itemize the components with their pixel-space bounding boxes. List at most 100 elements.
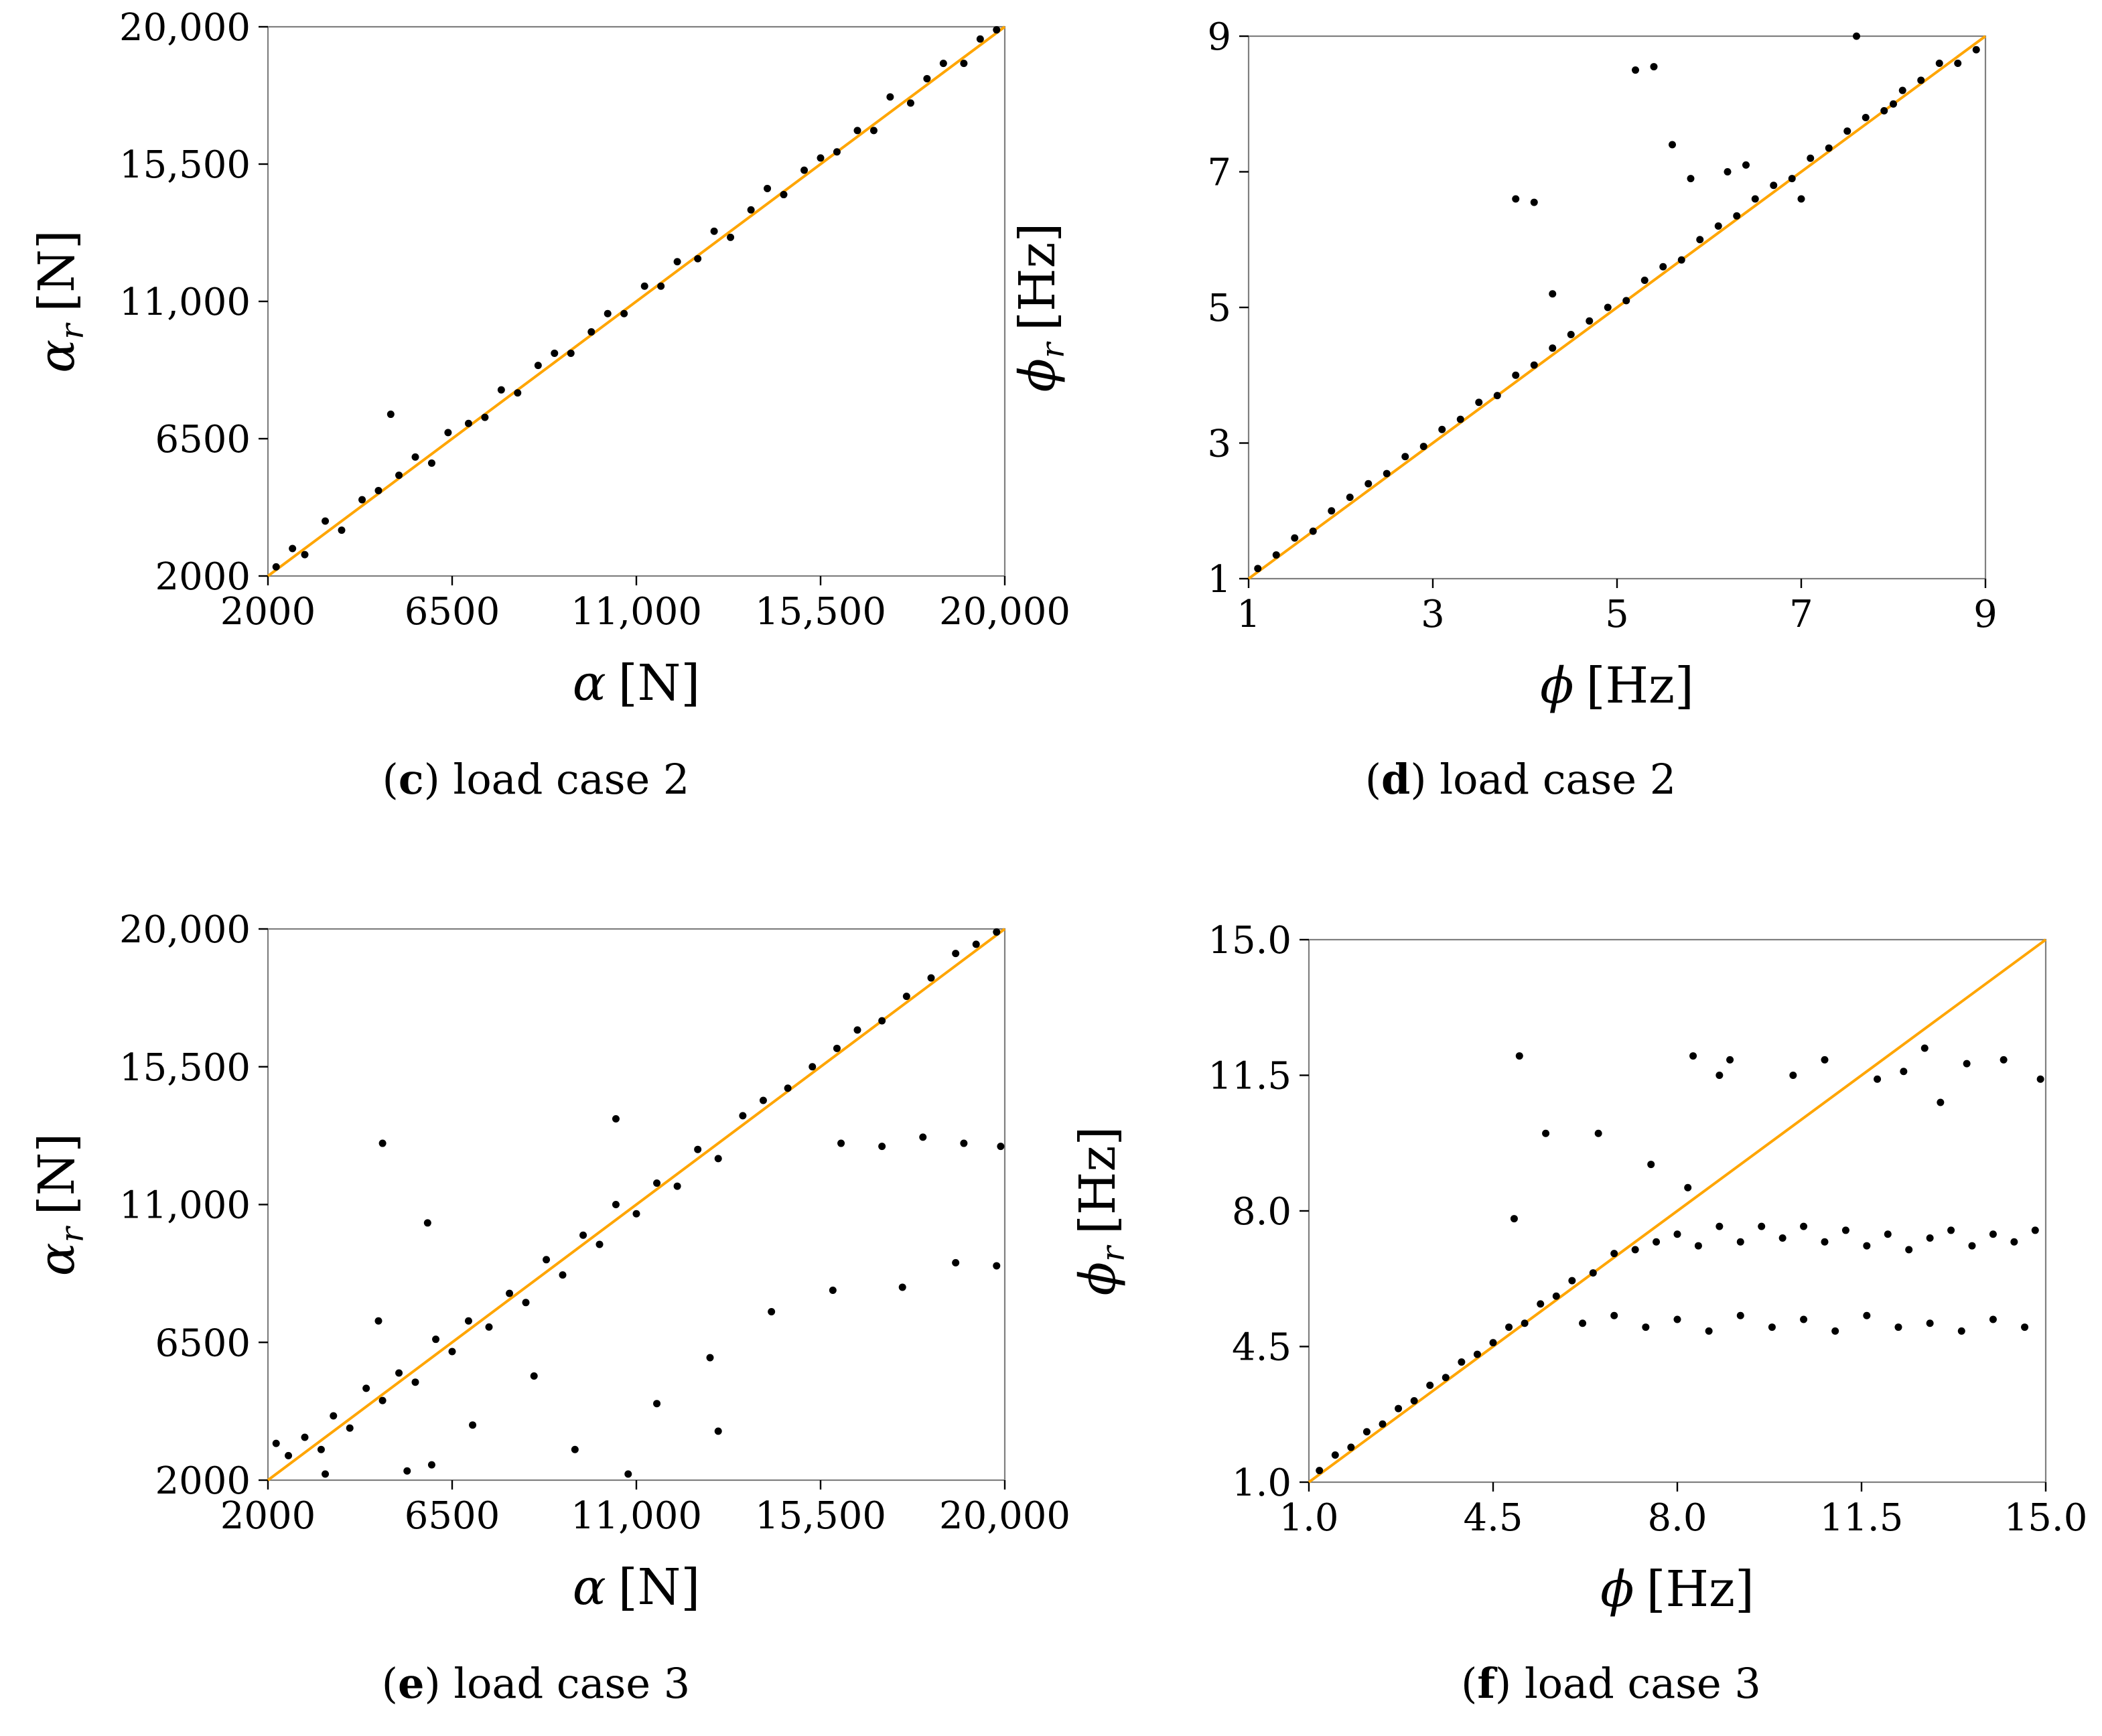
data-point [1751,195,1759,203]
data-point [301,1433,309,1441]
data-point [1610,1311,1618,1319]
caption-paren-close: ) [424,1659,453,1708]
x-tick-label: 15,500 [755,590,886,634]
panel-caption: (c) load case 2 [382,755,690,804]
reference-line [1247,35,1987,580]
data-point [1957,1327,1965,1335]
data-point [289,545,297,553]
x-tick-label: 5 [1605,593,1629,636]
data-point [1640,277,1649,284]
data-point [624,1470,632,1478]
data-point [1963,1060,1971,1068]
data-point [1726,1056,1734,1064]
data-point [1362,1428,1371,1436]
data-point [604,309,612,317]
data-point [1505,1323,1513,1331]
data-point [640,282,648,290]
data-point [833,1044,841,1052]
data-point [952,950,960,958]
data-point [833,148,841,156]
data-point [1705,1327,1713,1335]
data-point [358,496,366,504]
data-point [506,1289,514,1297]
x-axis-label-symbol: ϕ [1600,1561,1634,1618]
data-point [285,1451,293,1459]
data-point [1863,1242,1871,1250]
data-point [1659,263,1667,271]
data-point [620,309,628,317]
panel-caption: (f) load case 3 [1461,1659,1761,1708]
data-point [1521,1319,1529,1327]
data-point [1989,1315,1997,1323]
data-point [522,1299,530,1307]
data-point [1589,1269,1597,1277]
y-tick-label: 8.0 [1232,1190,1291,1234]
data-point [1684,1183,1692,1191]
data-point [706,1354,714,1362]
data-point [632,1210,640,1218]
data-point [1905,1246,1913,1254]
x-tick-label: 11,000 [571,1494,702,1538]
y-axis-label-unit: [Hz] [1009,223,1066,331]
caption-paren-close: ) [1495,1659,1525,1708]
data-point [1694,1242,1702,1250]
data-point [1736,1238,1744,1246]
data-point [1900,1068,1908,1076]
caption-letter: f [1477,1659,1497,1708]
data-point [330,1412,338,1420]
data-point [1510,1215,1518,1223]
data-point [993,26,1001,34]
data-point [423,1219,431,1227]
x-tick-label: 9 [1973,593,1998,636]
data-point [378,1396,387,1404]
y-tick-label: 9 [1207,15,1231,59]
data-point [1272,551,1280,559]
data-point [1841,1226,1849,1234]
data-point [898,1283,906,1291]
x-axis-label-unit: [N] [618,654,701,712]
data-point [923,74,931,82]
data-point [1972,46,1980,54]
data-point [1724,168,1732,175]
data-point [1395,1404,1403,1413]
data-point [1715,1222,1724,1230]
data-point [1650,63,1658,71]
data-point [497,386,505,394]
data-point [759,1096,767,1104]
x-axis-label-symbol: α [573,654,606,712]
data-point [1610,1250,1618,1258]
data-point [1586,317,1594,325]
data-point [714,1155,722,1163]
y-tick-label: 11,000 [119,281,251,324]
data-point [747,206,755,214]
panel-e: 2000 6500 11,000 15,500 20,000 2000 6500 11,000… [28,908,1070,1708]
data-point [1937,1098,1945,1106]
data-point [727,233,735,241]
data-point [1328,507,1336,515]
data-point [2036,1075,2044,1083]
x-axis-label: α [N] [573,1559,700,1616]
data-point [427,1461,435,1469]
panel-caption: (d) load case 2 [1365,755,1676,804]
data-point [464,1317,472,1325]
caption-letter: c [399,755,424,804]
caption-text: load case 3 [453,1659,690,1708]
reference-line [267,928,1006,1481]
data-point [1673,1315,1681,1323]
data-point [1442,1374,1450,1382]
data-point [1800,1315,1808,1323]
data-point [272,563,280,571]
data-point [395,472,403,480]
x-tick-label: 8.0 [1647,1496,1707,1540]
data-point [567,349,575,357]
data-point [1291,534,1299,542]
data-point [1549,344,1557,352]
data-point [1316,1467,1324,1475]
data-point [1653,1238,1661,1246]
data-point [1768,1323,1776,1331]
reference-line [1308,938,2047,1484]
panel-caption: (e) load case 3 [382,1659,690,1708]
data-point [902,993,910,1001]
data-point [411,1378,419,1386]
